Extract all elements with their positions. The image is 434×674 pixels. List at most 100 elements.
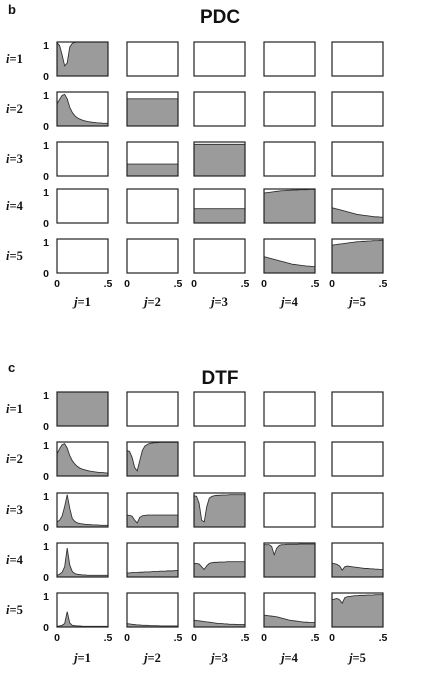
subplot-frame: [263, 188, 316, 224]
x-tick-label: .5: [241, 278, 250, 290]
subplot-frame: [263, 391, 316, 427]
subplot-frame: [331, 492, 384, 528]
x-tick-label: 0: [261, 632, 267, 644]
x-tick-label: .5: [311, 632, 320, 644]
subplot-frame: [56, 188, 109, 224]
subplot-frame: [56, 391, 109, 427]
series-area-i4-j1: [56, 548, 109, 578]
x-tick-label: 0: [191, 278, 197, 290]
subplot-frame: [331, 141, 384, 177]
series-area-i4-j3: [193, 208, 246, 224]
subplot-frame: [331, 391, 384, 427]
row-label: i=2: [6, 452, 23, 466]
series-area-i3-j2: [126, 163, 179, 177]
subplot-frame: [331, 238, 384, 274]
y-tick-label: 1: [43, 491, 49, 503]
y-tick-label: 1: [43, 40, 49, 52]
x-tick-label: .5: [104, 278, 113, 290]
panel-letter: b: [8, 2, 16, 17]
subplot-frame: [331, 41, 384, 77]
row-label: i=2: [6, 102, 23, 116]
chart-panel-c: cDTFi=110i=210i=310i=410i=5100.5j=10.5j=…: [6, 360, 388, 665]
series-area-i2-j2: [126, 441, 179, 477]
subplot-frame: [56, 542, 109, 578]
series-area-i2-j2: [126, 98, 179, 127]
subplot-frame: [263, 41, 316, 77]
subplot-frame: [193, 41, 246, 77]
series-area-i5-j1: [56, 611, 109, 628]
row-label: i=1: [6, 52, 23, 66]
subplot-frame: [263, 91, 316, 127]
subplot-frame: [56, 141, 109, 177]
x-tick-label: .5: [174, 278, 183, 290]
subplot-frame: [56, 592, 109, 628]
column-label: j=1: [72, 295, 91, 309]
y-tick-label: 1: [43, 187, 49, 199]
series-area-i4-j4: [263, 543, 316, 578]
series-area-i3-j2: [126, 514, 179, 528]
subplot-frame: [56, 492, 109, 528]
series-area-i4-j5: [331, 562, 384, 578]
y-tick-label: 0: [43, 171, 49, 183]
series-area-i1-j1: [56, 391, 109, 427]
column-label: j=4: [279, 651, 299, 665]
series-area-i4-j2: [126, 570, 179, 578]
subplot-frame: [263, 238, 316, 274]
series-area-i4-j5: [331, 207, 384, 224]
x-tick-label: 0: [261, 278, 267, 290]
x-tick-label: 0: [191, 632, 197, 644]
series-area-i4-j4: [263, 188, 316, 224]
chart-title: DTF: [202, 368, 239, 389]
series-area-i5-j4: [263, 614, 316, 628]
chart-panel-b: b PDCi=110i=210i=310i=410i=5100.5j=10.5j=…: [6, 2, 388, 309]
y-tick-label: 0: [43, 471, 49, 483]
subplot-frame: [126, 592, 179, 628]
y-tick-label: 1: [43, 90, 49, 102]
subplot-frame: [263, 492, 316, 528]
subplot-frame: [263, 441, 316, 477]
y-tick-label: 1: [43, 591, 49, 603]
y-tick-label: 1: [43, 440, 49, 452]
row-label: i=3: [6, 152, 23, 166]
series-area-i3-j1: [56, 494, 109, 528]
subplot-frame: [263, 542, 316, 578]
subplot-frame: [126, 91, 179, 127]
subplot-frame: [193, 91, 246, 127]
subplot-frame: [126, 188, 179, 224]
column-label: j=2: [142, 295, 161, 309]
x-tick-label: .5: [174, 632, 183, 644]
row-label: i=5: [6, 603, 23, 617]
panel-letter: c: [8, 360, 15, 375]
x-tick-label: 0: [124, 278, 130, 290]
series-area-i5-j5: [331, 239, 384, 274]
series-area-i3-j3: [193, 143, 246, 177]
subplot-frame: [126, 542, 179, 578]
column-label: j=2: [142, 651, 161, 665]
series-area-i1-j1: [56, 41, 109, 77]
chart-title: PDC: [200, 7, 240, 28]
subplot-frame: [193, 238, 246, 274]
column-label: j=4: [279, 295, 299, 309]
subplot-frame: [126, 238, 179, 274]
row-label: i=4: [6, 199, 24, 213]
row-label: i=5: [6, 249, 23, 263]
subplot-frame: [193, 441, 246, 477]
subplot-frame: [126, 141, 179, 177]
subplot-frame: [331, 188, 384, 224]
x-tick-label: 0: [329, 278, 335, 290]
y-tick-label: 1: [43, 237, 49, 249]
subplot-frame: [56, 238, 109, 274]
row-label: i=1: [6, 402, 23, 416]
subplot-frame: [331, 592, 384, 628]
x-tick-label: 0: [54, 632, 60, 644]
subplot-frame: [263, 141, 316, 177]
series-area-i5-j4: [263, 256, 316, 274]
subplot-frame: [56, 41, 109, 77]
series-area-i3-j3: [193, 494, 246, 528]
subplot-frame: [56, 91, 109, 127]
series-area-i2-j1: [56, 443, 109, 477]
y-tick-label: 1: [43, 541, 49, 553]
x-tick-label: .5: [241, 632, 250, 644]
subplot-frame: [331, 542, 384, 578]
